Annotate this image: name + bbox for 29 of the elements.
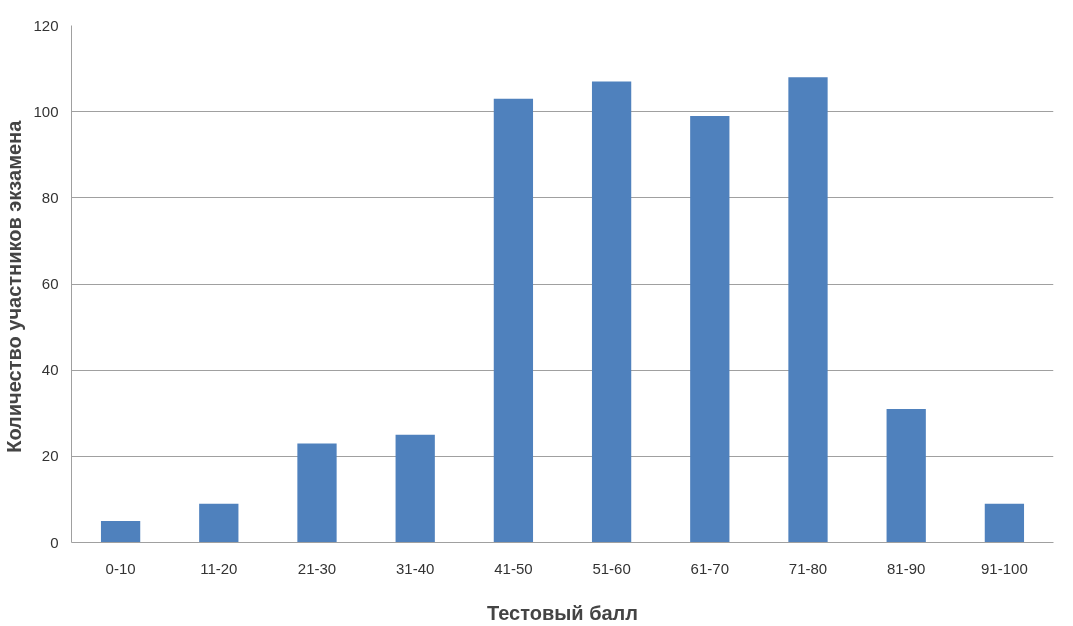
bar bbox=[886, 408, 926, 543]
y-tick-label: 100 bbox=[33, 102, 59, 120]
bar bbox=[199, 503, 239, 543]
bar bbox=[591, 81, 632, 543]
x-tick-label: 31-40 bbox=[396, 559, 435, 577]
x-tick-label: 0-10 bbox=[105, 559, 136, 577]
y-tick-label: 20 bbox=[41, 447, 59, 465]
bar bbox=[395, 434, 435, 543]
bar bbox=[493, 98, 534, 543]
bar bbox=[690, 115, 730, 543]
x-tick-label: 41-50 bbox=[494, 559, 533, 577]
x-tick-label: 51-60 bbox=[592, 559, 631, 577]
x-tick-label: 21-30 bbox=[297, 559, 337, 577]
x-tick-label: 81-90 bbox=[887, 559, 926, 577]
y-tick-label: 120 bbox=[33, 16, 59, 34]
bar bbox=[984, 503, 1025, 543]
y-tick-label: 60 bbox=[41, 275, 59, 292]
bar bbox=[297, 443, 337, 543]
y-tick-label: 0 bbox=[50, 533, 59, 551]
y-tick-label: 40 bbox=[41, 361, 59, 379]
x-tick-label: 61-70 bbox=[690, 559, 729, 577]
bar bbox=[788, 77, 828, 543]
y-axis-title: Количество участников экзамена bbox=[3, 119, 26, 453]
x-tick-label: 71-80 bbox=[788, 559, 828, 577]
x-tick-label: 91-100 bbox=[981, 559, 1028, 577]
y-tick-label: 80 bbox=[41, 188, 59, 206]
x-axis-title: Тестовый балл bbox=[486, 601, 639, 624]
bar bbox=[100, 520, 141, 543]
x-tick-label: 11-20 bbox=[200, 559, 238, 577]
